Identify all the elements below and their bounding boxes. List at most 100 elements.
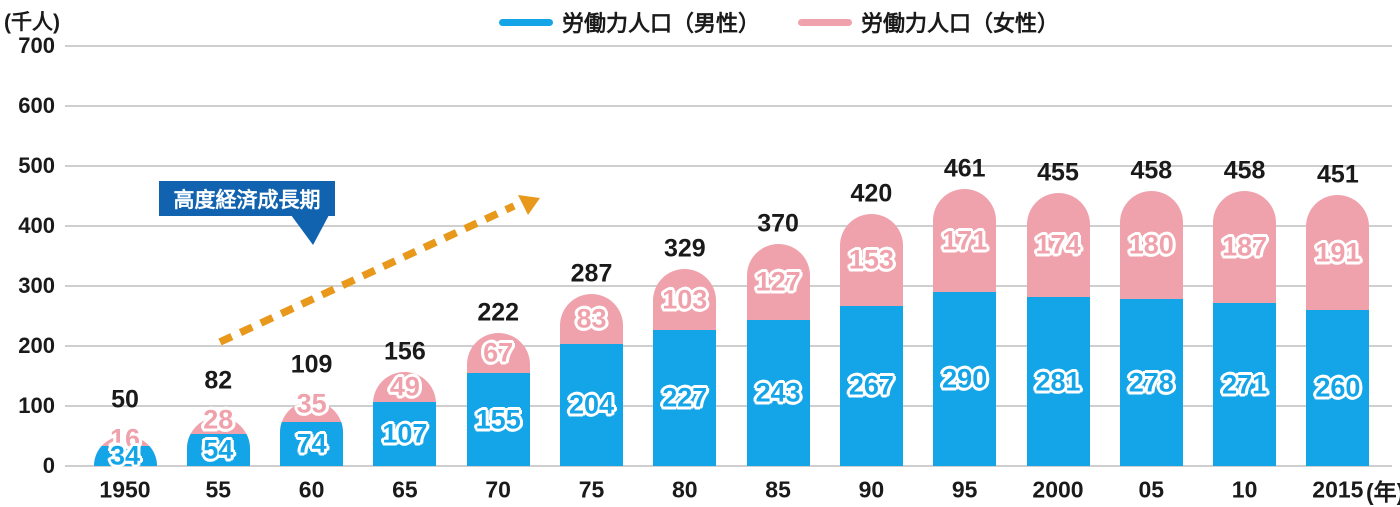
gridline-300 — [65, 285, 1392, 287]
male-series-label: 労働力人口（男性） — [561, 11, 760, 36]
x-tick-label-60: 60 — [298, 476, 325, 503]
female-value-label-60: 35 — [296, 388, 327, 419]
total-label-10: 458 — [1223, 156, 1266, 185]
x-tick-label-05: 05 — [1138, 476, 1165, 503]
female-value-label-90: 153 — [848, 244, 894, 275]
bar-85-male-segment — [746, 320, 810, 466]
gridline-100 — [65, 405, 1392, 407]
total-label-95: 461 — [943, 154, 986, 183]
x-tick-label-75: 75 — [578, 476, 605, 503]
y-tick-label-600: 600 — [18, 93, 55, 118]
bar-75-male-segment — [560, 343, 623, 466]
female-series-swatch — [798, 18, 852, 26]
total-label-80: 329 — [663, 234, 706, 263]
annotation-label: 高度経済成長期 — [173, 188, 321, 212]
bar-55-male-segment — [186, 433, 250, 466]
male-value-label-95: 290 — [942, 363, 988, 394]
x-tick-label-10: 10 — [1231, 476, 1258, 503]
male-series-swatch — [498, 18, 553, 26]
bar-65 — [373, 372, 437, 466]
total-label-05: 458 — [1130, 156, 1173, 185]
x-tick-label-2015: 2015 — [1312, 476, 1364, 503]
total-label-70: 222 — [477, 298, 520, 327]
y-tick-label-700: 700 — [18, 33, 55, 58]
x-tick-label-95: 95 — [951, 476, 978, 503]
bar-10 — [1213, 191, 1277, 466]
female-value-label-80: 103 — [662, 284, 708, 314]
y-tick-label-100: 100 — [18, 393, 55, 418]
male-value-label-75: 204 — [568, 389, 615, 420]
bar-60 — [280, 400, 344, 466]
x-tick-label-1950: 1950 — [99, 476, 151, 503]
male-value-label-2000: 281 — [1035, 366, 1081, 397]
male-value-label-10: 271 — [1222, 369, 1268, 400]
legend-item-male: 労働力人口（男性） — [498, 6, 760, 38]
x-tick-label-2000: 2000 — [1032, 476, 1084, 503]
total-label-55: 82 — [204, 366, 233, 395]
male-value-label-85: 243 — [755, 377, 801, 408]
total-label-2000: 455 — [1037, 158, 1079, 187]
female-value-label-2000: 174 — [1035, 229, 1081, 260]
annotation-box: 高度経済成長期 — [159, 181, 335, 245]
female-value-label-85: 127 — [755, 266, 801, 297]
female-value-label-1950: 16 — [109, 423, 141, 454]
female-value-label-2015: 191 — [1315, 237, 1361, 268]
bar-95-male-segment — [933, 291, 997, 466]
male-value-label-60: 74 — [296, 428, 327, 459]
female-value-label-05: 180 — [1128, 229, 1174, 260]
gridline-500 — [65, 165, 1392, 167]
bar-1950-male-segment — [93, 445, 157, 466]
male-value-label-65: 107 — [382, 418, 428, 449]
bar-90 — [839, 214, 903, 466]
bar-2000 — [1026, 193, 1090, 466]
gridline-200 — [65, 345, 1392, 347]
x-tick-label-55: 55 — [205, 476, 232, 503]
bar-05-male-segment — [1119, 299, 1183, 466]
female-value-label-75: 83 — [576, 303, 607, 334]
bar-70-male-segment — [466, 372, 530, 466]
gridline-700 — [65, 45, 1392, 47]
gridline-600 — [65, 105, 1392, 107]
legend-item-female: 労働力人口（女性） — [798, 6, 1059, 38]
y-tick-label-400: 400 — [18, 213, 55, 238]
female-series-label: 労働力人口（女性） — [861, 11, 1060, 36]
bar-70 — [466, 332, 530, 466]
bar-80-male-segment — [653, 330, 717, 466]
male-value-label-2015: 260 — [1315, 372, 1361, 403]
male-value-label-1950: 34 — [109, 440, 141, 471]
total-label-2015: 451 — [1317, 160, 1359, 189]
female-value-label-55: 28 — [203, 404, 234, 435]
total-label-65: 156 — [384, 337, 426, 366]
female-value-label-65: 49 — [389, 371, 420, 402]
x-tick-label-70: 70 — [485, 476, 511, 503]
x-tick-label-65: 65 — [392, 476, 418, 503]
total-label-90: 420 — [850, 179, 893, 208]
bar-80 — [653, 268, 717, 466]
bar-10-male-segment — [1213, 303, 1277, 466]
bar-90-male-segment — [839, 305, 903, 466]
x-tick-label-90: 90 — [858, 476, 885, 503]
x-axis-unit-label: (年) — [1366, 479, 1400, 505]
bar-85 — [746, 244, 810, 466]
bar-55 — [186, 416, 250, 466]
total-label-60: 109 — [290, 350, 333, 379]
male-value-label-70: 155 — [475, 404, 521, 434]
bar-05 — [1119, 191, 1183, 466]
male-value-label-05: 278 — [1128, 367, 1174, 398]
gridline-400 — [65, 225, 1392, 227]
gridline-0 — [65, 465, 1392, 467]
y-tick-label-500: 500 — [18, 153, 55, 178]
bar-2000-male-segment — [1026, 297, 1090, 466]
bar-75 — [560, 293, 623, 466]
total-label-75: 287 — [570, 259, 613, 288]
bar-2015-male-segment — [1306, 309, 1370, 466]
male-value-label-90: 267 — [848, 370, 894, 401]
legend: 労働力人口（男性） 労働力人口（女性） — [79, 6, 1400, 38]
female-value-label-10: 187 — [1222, 231, 1268, 262]
y-tick-label-200: 200 — [18, 333, 55, 358]
y-axis-unit-label: (千人) — [4, 11, 60, 34]
female-value-label-70: 67 — [483, 337, 514, 368]
bar-95 — [933, 189, 997, 466]
